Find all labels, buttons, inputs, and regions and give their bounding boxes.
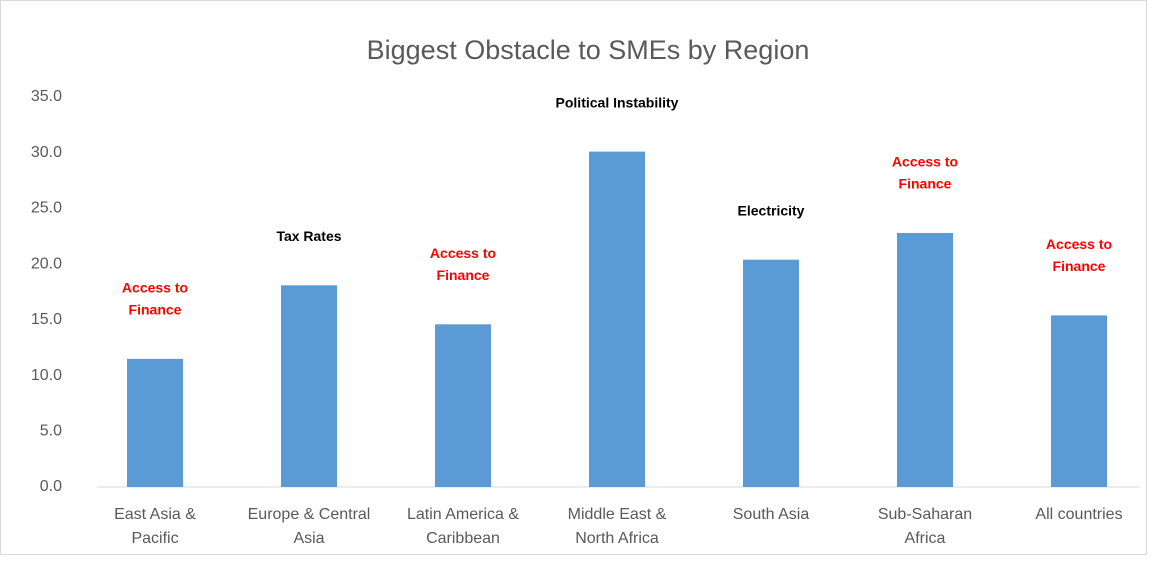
- x-tick-label: North Africa: [575, 530, 659, 547]
- x-tick-label: Asia: [293, 530, 324, 547]
- bar: [897, 232, 953, 487]
- chart-title: Biggest Obstacle to SMEs by Region: [367, 35, 810, 65]
- annotation: Tax Rates: [276, 228, 341, 244]
- x-tick-label: Africa: [905, 530, 946, 547]
- annotation: Finance: [1053, 258, 1106, 274]
- y-tick-label: 30.0: [31, 144, 62, 161]
- x-tick-label: Caribbean: [426, 530, 500, 547]
- annotation: Finance: [899, 176, 952, 192]
- x-tick-label: South Asia: [733, 506, 810, 523]
- y-tick-label: 20.0: [31, 255, 62, 272]
- bar: [127, 358, 183, 487]
- x-tick-label: Sub-Saharan: [878, 506, 972, 523]
- y-tick-label: 15.0: [31, 311, 62, 328]
- bar: [1051, 315, 1107, 487]
- x-tick-label: Latin America &: [407, 506, 519, 523]
- annotation: Access to: [892, 154, 958, 170]
- bar: [743, 259, 799, 487]
- annotation: Finance: [129, 302, 182, 318]
- bar: [435, 324, 491, 487]
- y-tick-label: 10.0: [31, 367, 62, 384]
- bar: [589, 151, 645, 487]
- y-tick-label: 5.0: [40, 423, 62, 440]
- y-tick-label: 25.0: [31, 200, 62, 217]
- annotation: Access to: [1046, 236, 1112, 252]
- annotation: Access to: [430, 245, 496, 261]
- annotation: Electricity: [738, 202, 805, 218]
- x-tick-label: All countries: [1035, 506, 1122, 523]
- annotation: Access to: [122, 280, 188, 296]
- x-tick-label: Middle East &: [568, 506, 667, 523]
- y-tick-label: 0.0: [40, 478, 62, 495]
- y-tick-label: 35.0: [31, 88, 62, 105]
- annotation: Finance: [437, 267, 490, 283]
- bar: [281, 285, 337, 487]
- x-tick-label: Europe & Central: [248, 506, 371, 523]
- x-tick-label: East Asia &: [114, 506, 196, 523]
- x-tick-label: Pacific: [131, 530, 178, 547]
- annotation: Political Instability: [556, 94, 679, 110]
